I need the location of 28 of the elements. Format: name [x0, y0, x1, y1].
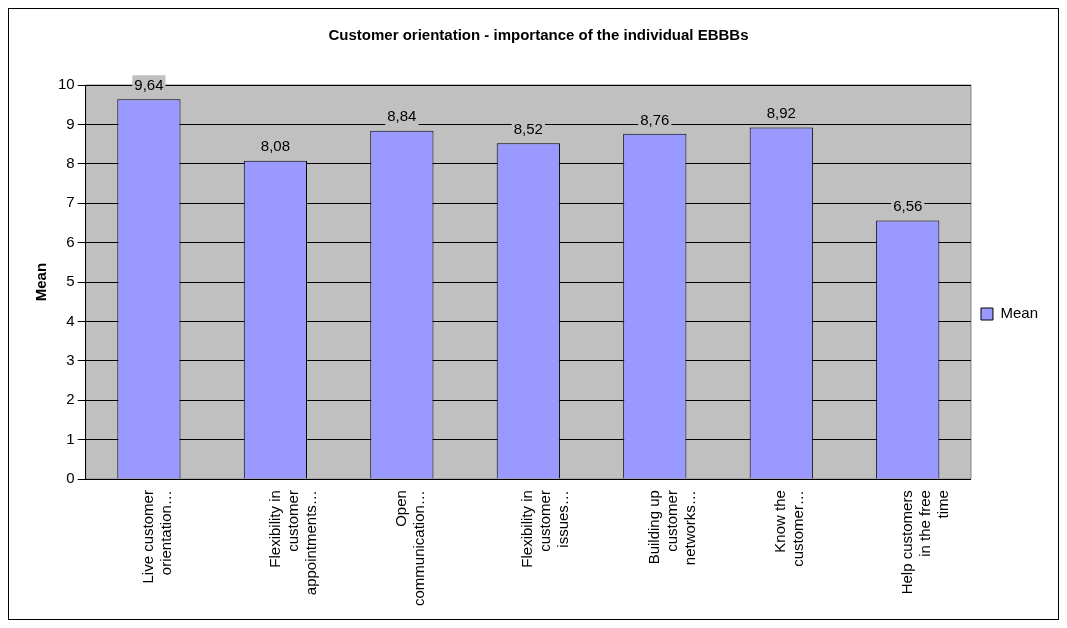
data-label: 8,84: [387, 107, 417, 125]
data-label: 8,08: [260, 137, 290, 155]
x-tick-label: Know the customer…: [771, 490, 807, 567]
y-tick-label: 0: [66, 469, 75, 487]
y-tick-label: 9: [66, 114, 75, 132]
chart-title: Customer orientation - importance of the individual EBBBs: [328, 26, 749, 44]
y-tick-label: 7: [66, 193, 75, 211]
y-tick-label: 10: [58, 75, 75, 93]
y-tick-label: 3: [66, 351, 75, 369]
legend-label: Mean: [1000, 304, 1039, 322]
y-tick-label: 1: [66, 429, 75, 447]
x-tick-label: Live customer orientation…: [139, 490, 175, 584]
data-label: 6,56: [893, 197, 923, 215]
y-tick-label: 2: [66, 390, 75, 408]
y-axis-title: Mean: [32, 262, 50, 302]
x-tick-label: Help customers in the free time: [897, 490, 951, 595]
y-tick-label: 6: [66, 232, 75, 250]
data-label: 9,64: [134, 75, 164, 93]
x-tick-label: Flexibility in customer issues…: [518, 490, 572, 568]
y-tick-label: 8: [66, 153, 75, 171]
y-tick-label: 5: [66, 272, 75, 290]
data-label: 8,52: [513, 119, 543, 137]
x-tick-label: Building up customer networks…: [644, 490, 698, 566]
x-tick-label: Flexibility in customer appointments…: [265, 490, 319, 596]
y-tick-label: 4: [66, 311, 75, 329]
data-label: 8,76: [640, 110, 670, 128]
x-tick-label: Open communication…: [392, 490, 427, 607]
data-label: 8,92: [766, 104, 796, 122]
